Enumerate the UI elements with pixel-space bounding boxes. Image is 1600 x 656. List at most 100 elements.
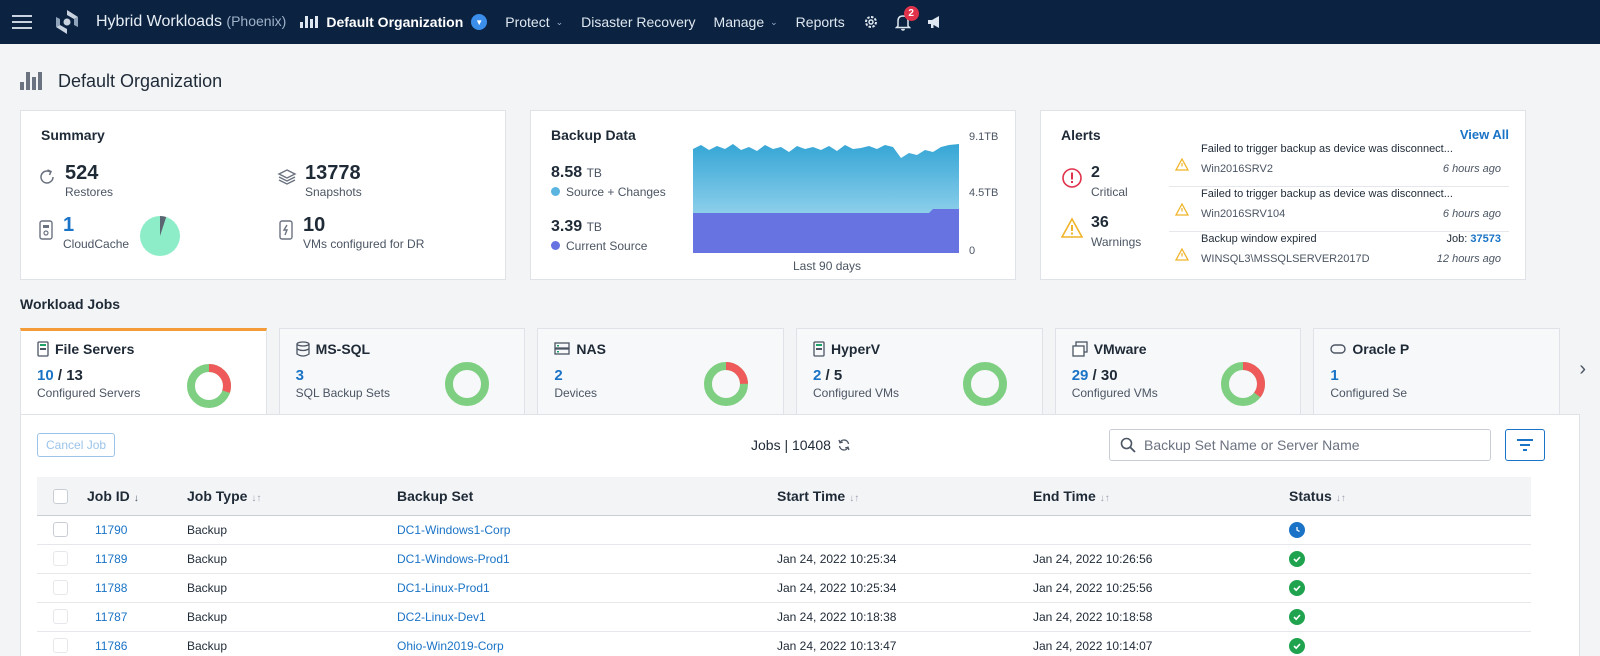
backup-set-link[interactable]: DC2-Linux-Dev1 [397, 602, 777, 632]
col-status[interactable]: Status ↓↑ [1289, 477, 1531, 516]
top-nav: Hybrid Workloads (Phoenix) Default Organ… [0, 0, 1600, 44]
legend-dot [551, 241, 560, 250]
y-axis-mid: 4.5TB [969, 187, 999, 199]
row-checkbox[interactable] [53, 551, 68, 567]
check-icon [1289, 637, 1305, 654]
backup-data-card: Backup Data 8.58 TB Source + Changes 3.3… [530, 110, 1016, 280]
search-input[interactable] [1144, 437, 1464, 453]
end-time: Jan 24, 2022 10:25:56 [1033, 573, 1289, 603]
tab-file-servers[interactable]: File Servers 10 / 13 Configured Servers [20, 328, 267, 414]
job-id-link[interactable]: 11788 [87, 573, 187, 603]
workload-jobs-title: Workload Jobs [20, 296, 121, 312]
summary-cards: Summary 524 Restores 13778 Snapshots 1 Clou… [0, 100, 1600, 280]
backup-set-link[interactable]: Ohio-Win2019-Corp [397, 631, 777, 656]
end-time [1033, 515, 1289, 545]
chevron-right-icon[interactable]: › [1579, 358, 1586, 380]
col-job-type[interactable]: Job Type ↓↑ [187, 477, 397, 516]
alert-job-ref: Job: 37573 [1446, 233, 1501, 245]
refresh-icon[interactable] [837, 438, 851, 452]
org-selector[interactable]: Default Organization ▼ [300, 14, 488, 30]
bell-icon[interactable]: 2 [894, 5, 919, 31]
tab-hyperv[interactable]: HyperV 2 / 5 Configured VMs [796, 328, 1043, 414]
end-time: Jan 24, 2022 10:18:58 [1033, 602, 1289, 632]
row-checkbox[interactable] [53, 580, 68, 596]
summary-card: Summary 524 Restores 13778 Snapshots 1 Clou… [20, 110, 506, 280]
server-icon [813, 341, 825, 357]
job-type: Backup [187, 631, 397, 656]
tab-nas[interactable]: NAS 2 Devices [537, 328, 785, 414]
row-checkbox[interactable] [53, 638, 68, 654]
nav-protect[interactable]: Protect ⌄ [505, 14, 564, 30]
row-checkbox[interactable] [53, 522, 68, 538]
alert-item[interactable]: Failed to trigger backup as device was d… [1169, 143, 1509, 187]
table-row[interactable]: 11790 Backup DC1-Windows1-Corp [37, 515, 1531, 545]
table-row[interactable]: 11789 Backup DC1-Windows-Prod1 Jan 24, 2… [37, 544, 1531, 574]
row-checkbox[interactable] [53, 609, 68, 625]
jobs-count: Jobs | 10408 [751, 437, 851, 453]
clock-icon [1289, 521, 1305, 538]
cancel-job-button[interactable]: Cancel Job [37, 433, 116, 457]
job-type: Backup [187, 602, 397, 632]
start-time: Jan 24, 2022 10:25:34 [777, 544, 1033, 574]
view-all-link[interactable]: View All [1459, 127, 1509, 142]
col-end-time[interactable]: End Time ↓↑ [1033, 477, 1289, 516]
col-job-id[interactable]: Job ID ↓ [87, 477, 187, 516]
card-title: Backup Data [551, 127, 636, 143]
warning-icon [1175, 248, 1189, 261]
card-title: Alerts [1061, 127, 1101, 143]
nav-manage[interactable]: Manage ⌄ [713, 14, 778, 30]
warning-icon [1061, 217, 1083, 238]
jobs-table: Job ID ↓ Job Type ↓↑ Backup Set Start Time… [37, 477, 1531, 656]
job-type: Backup [187, 573, 397, 603]
tab-vmware[interactable]: VMware 29 / 30 Configured VMs [1054, 328, 1302, 414]
tab-oracle[interactable]: Oracle P 1 Configured Se [1313, 328, 1560, 414]
org-icon [20, 72, 42, 90]
y-axis-min: 0 [969, 245, 976, 257]
cloudcache-pie [140, 216, 180, 256]
job-type: Backup [187, 544, 397, 574]
database-icon [296, 341, 310, 357]
dr-device-icon [279, 220, 293, 240]
tab-ms-sql[interactable]: MS-SQL 3 SQL Backup Sets [278, 328, 526, 414]
y-axis-max: 9.1TB [969, 131, 999, 143]
chevron-down-icon: ⌄ [555, 16, 564, 27]
layers-icon [277, 169, 297, 185]
notification-badge: 2 [903, 5, 919, 21]
page-title: Default Organization [58, 70, 223, 91]
warnings-stat: 36 Warnings [1061, 211, 1141, 249]
col-start-time[interactable]: Start Time ↓↑ [777, 477, 1033, 516]
logo-icon[interactable] [54, 9, 80, 35]
table-row[interactable]: 11786 Backup Ohio-Win2019-Corp Jan 24, 2… [37, 631, 1531, 656]
gear-icon[interactable] [863, 14, 879, 30]
backup-set-link[interactable]: DC1-Windows-Prod1 [397, 544, 777, 574]
table-row[interactable]: 11788 Backup DC1-Linux-Prod1 Jan 24, 202… [37, 573, 1531, 603]
backup-set-link[interactable]: DC1-Linux-Prod1 [397, 573, 777, 603]
jobs-panel: Cancel Job Jobs | 10408 Job ID↓ Job Type… [20, 414, 1580, 656]
search-box [1109, 429, 1491, 461]
menu-icon[interactable] [12, 11, 32, 33]
alert-item[interactable]: Backup window expired Job: 37573 WINSQL3… [1169, 233, 1509, 277]
job-id-link[interactable]: 11790 [87, 515, 187, 545]
table-row[interactable]: 11787 Backup DC2-Linux-Dev1 Jan 24, 2022… [37, 602, 1531, 632]
megaphone-icon[interactable] [927, 15, 943, 29]
nav-reports[interactable]: Reports [795, 14, 845, 30]
nav-disaster-recovery[interactable]: Disaster Recovery [581, 14, 696, 30]
filter-button[interactable] [1505, 429, 1545, 461]
chart-caption: Last 90 days [793, 259, 862, 273]
org-icon [300, 16, 319, 28]
alert-job-link[interactable]: 37573 [1470, 233, 1501, 245]
source-changes-stat: 8.58 TB Source + Changes [551, 164, 666, 199]
job-id-link[interactable]: 11786 [87, 631, 187, 656]
nas-icon [554, 342, 570, 355]
select-all-checkbox[interactable] [53, 489, 68, 505]
job-id-link[interactable]: 11789 [87, 544, 187, 574]
status-donut [445, 362, 490, 406]
backup-set-link[interactable]: DC1-Windows1-Corp [397, 515, 777, 545]
job-id-link[interactable]: 11787 [87, 602, 187, 632]
restore-icon [40, 169, 54, 184]
server-icon [37, 341, 49, 357]
current-source-area [693, 209, 959, 253]
check-icon [1289, 579, 1305, 596]
alert-item[interactable]: Failed to trigger backup as device was d… [1169, 188, 1509, 232]
start-time: Jan 24, 2022 10:13:47 [777, 631, 1033, 656]
